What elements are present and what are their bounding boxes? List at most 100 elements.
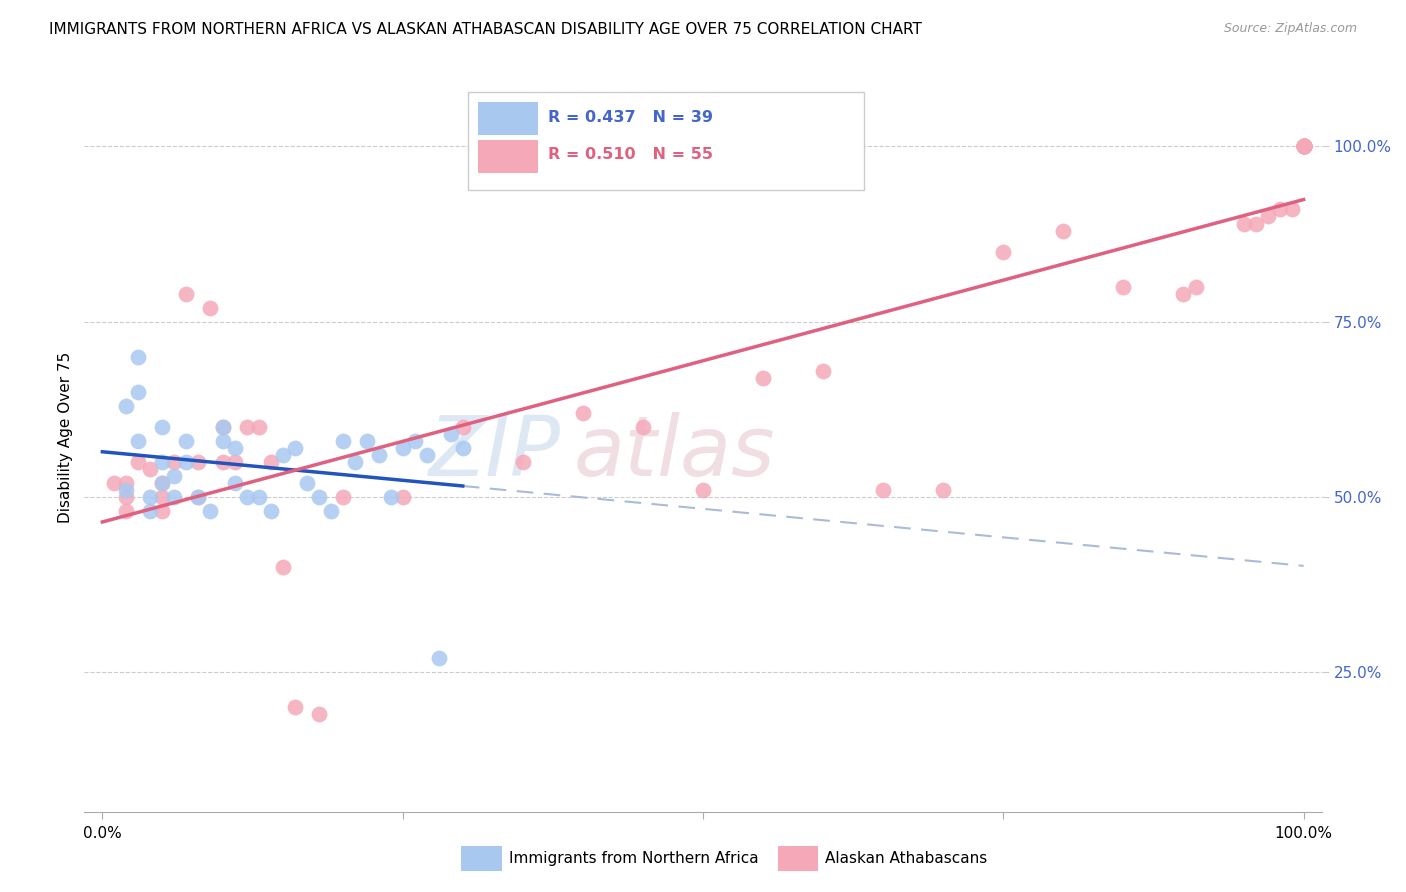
Point — [1281, 202, 1303, 217]
Point — [115, 475, 138, 490]
Point — [284, 699, 307, 714]
Point — [224, 441, 246, 455]
FancyBboxPatch shape — [478, 140, 538, 172]
Point — [271, 448, 294, 462]
Point — [993, 244, 1015, 259]
Point — [163, 490, 186, 504]
Point — [224, 454, 246, 468]
Point — [211, 434, 233, 448]
Point — [187, 490, 209, 504]
Y-axis label: Disability Age Over 75: Disability Age Over 75 — [58, 351, 73, 523]
Point — [176, 286, 198, 301]
Point — [247, 419, 270, 434]
Point — [200, 503, 222, 517]
Point — [115, 503, 138, 517]
Point — [367, 448, 389, 462]
Point — [1292, 139, 1315, 153]
Point — [332, 490, 354, 504]
Point — [163, 468, 186, 483]
Text: R = 0.510   N = 55: R = 0.510 N = 55 — [548, 147, 713, 162]
Point — [152, 490, 174, 504]
Point — [211, 419, 233, 434]
Point — [259, 503, 281, 517]
Point — [224, 475, 246, 490]
Point — [631, 419, 654, 434]
Point — [932, 483, 955, 497]
Point — [200, 301, 222, 315]
Point — [176, 454, 198, 468]
Point — [1292, 139, 1315, 153]
Point — [1052, 223, 1074, 237]
Text: Alaskan Athabascans: Alaskan Athabascans — [825, 852, 987, 866]
Point — [404, 434, 426, 448]
Text: R = 0.437   N = 39: R = 0.437 N = 39 — [548, 110, 713, 125]
Point — [332, 434, 354, 448]
Point — [1292, 139, 1315, 153]
Point — [440, 426, 463, 441]
Text: Immigrants from Northern Africa: Immigrants from Northern Africa — [509, 852, 759, 866]
Text: IMMIGRANTS FROM NORTHERN AFRICA VS ALASKAN ATHABASCAN DISABILITY AGE OVER 75 COR: IMMIGRANTS FROM NORTHERN AFRICA VS ALASK… — [49, 22, 922, 37]
Text: Source: ZipAtlas.com: Source: ZipAtlas.com — [1223, 22, 1357, 36]
Point — [512, 454, 534, 468]
Text: atlas: atlas — [574, 411, 775, 492]
Point — [1244, 217, 1267, 231]
Point — [380, 490, 402, 504]
Point — [1173, 286, 1195, 301]
Point — [295, 475, 318, 490]
Point — [103, 475, 125, 490]
Point — [139, 490, 162, 504]
Point — [127, 350, 149, 364]
FancyBboxPatch shape — [478, 103, 538, 135]
Point — [235, 490, 257, 504]
Point — [271, 559, 294, 574]
Point — [139, 503, 162, 517]
Point — [752, 370, 775, 384]
Point — [1292, 139, 1315, 153]
Point — [356, 434, 378, 448]
Point — [115, 490, 138, 504]
Text: ZIP: ZIP — [429, 411, 561, 492]
Point — [692, 483, 714, 497]
Point — [343, 454, 366, 468]
Point — [1292, 139, 1315, 153]
Point — [1232, 217, 1254, 231]
Point — [235, 419, 257, 434]
Point — [872, 483, 894, 497]
Point — [211, 419, 233, 434]
Point — [127, 384, 149, 399]
Point — [152, 475, 174, 490]
Point — [427, 650, 450, 665]
Point — [115, 483, 138, 497]
Point — [1292, 139, 1315, 153]
Point — [319, 503, 342, 517]
Point — [391, 490, 413, 504]
Point — [127, 454, 149, 468]
Point — [1292, 139, 1315, 153]
Point — [1292, 139, 1315, 153]
Point — [163, 454, 186, 468]
Point — [1257, 210, 1279, 224]
Point — [247, 490, 270, 504]
Point — [451, 419, 474, 434]
Point — [259, 454, 281, 468]
Point — [187, 490, 209, 504]
Point — [1292, 139, 1315, 153]
Point — [415, 448, 437, 462]
Point — [572, 406, 595, 420]
Point — [1268, 202, 1291, 217]
Point — [152, 503, 174, 517]
Point — [284, 441, 307, 455]
Point — [451, 441, 474, 455]
Point — [152, 454, 174, 468]
Point — [152, 419, 174, 434]
Point — [211, 454, 233, 468]
Point — [391, 441, 413, 455]
Point — [187, 454, 209, 468]
Point — [115, 399, 138, 413]
Point — [1292, 139, 1315, 153]
FancyBboxPatch shape — [468, 93, 863, 190]
Point — [176, 434, 198, 448]
Point — [1292, 139, 1315, 153]
Point — [308, 490, 330, 504]
Point — [139, 461, 162, 475]
